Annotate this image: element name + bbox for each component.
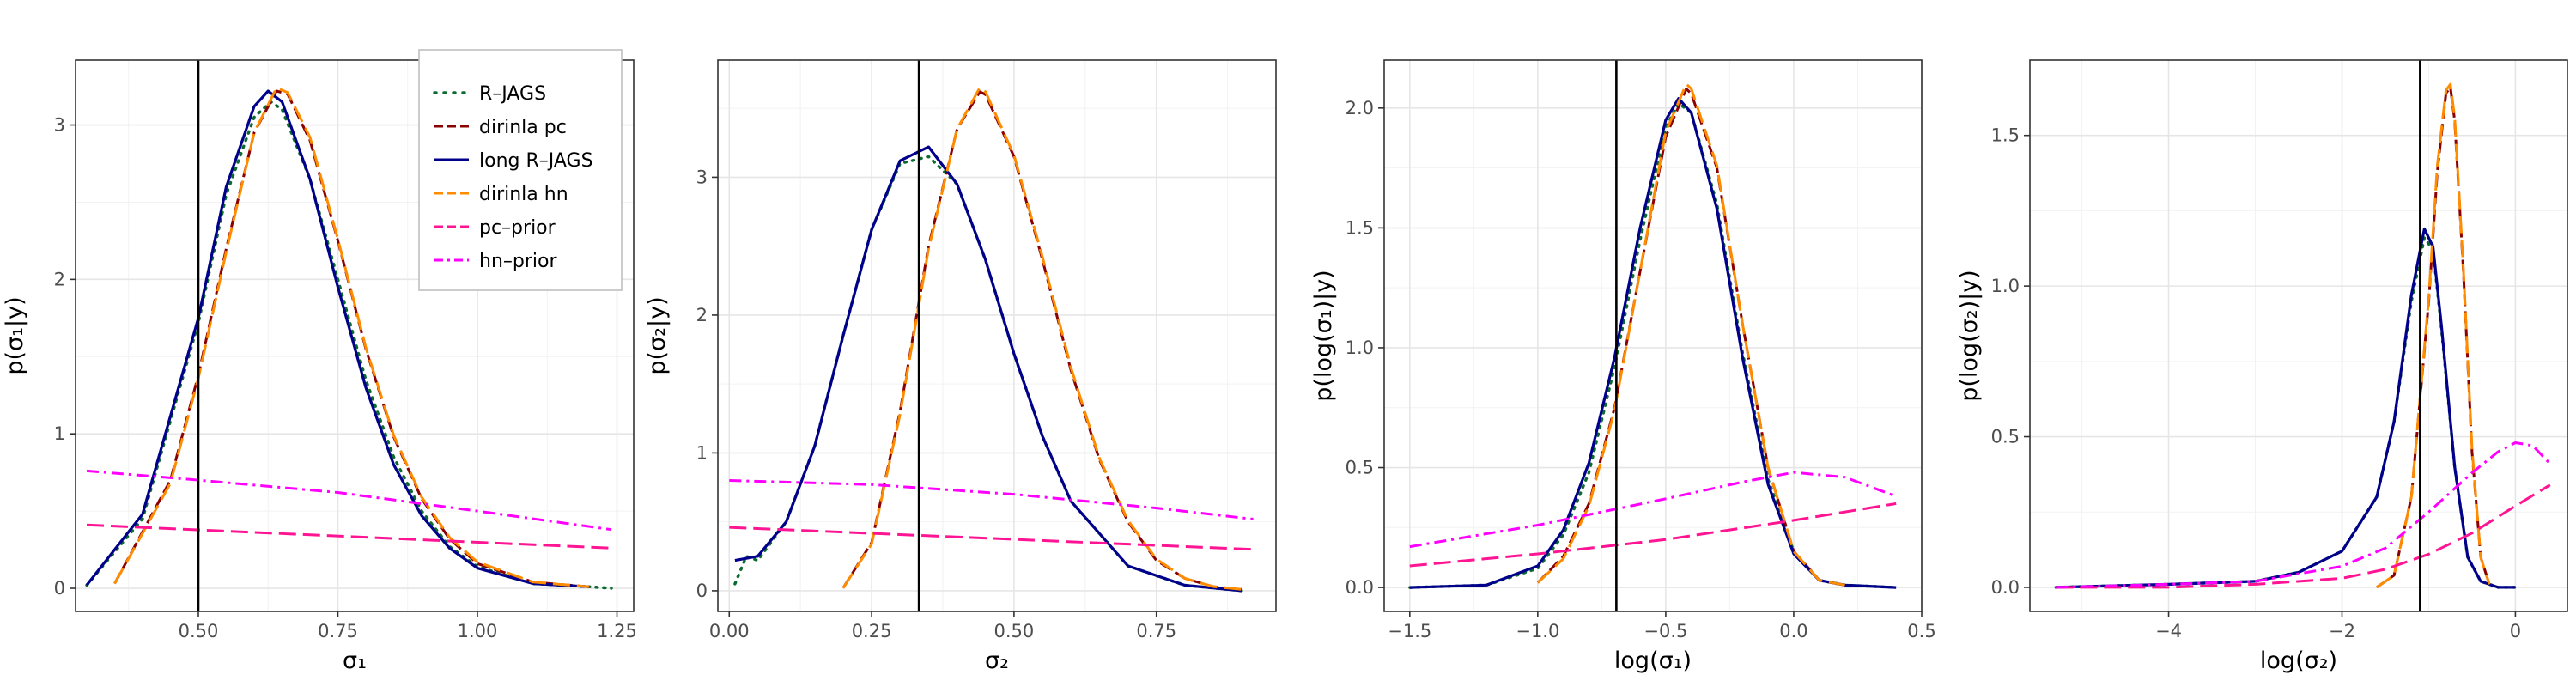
series-dirinla-pc xyxy=(841,90,1242,591)
series-dirinla-pc xyxy=(1536,88,1845,587)
plot-frame xyxy=(1383,59,1923,612)
legend-label-pc-prior: pc–prior xyxy=(479,217,556,239)
series-hn-prior xyxy=(86,469,612,532)
y-tick-label: 1.5 xyxy=(1991,125,2020,146)
y-tick-label: 0 xyxy=(54,578,65,599)
panel-4: −4 −2 0 0.0 0.5 1.0 1.5 log(σ₂) p(log(σ₂)|y) xyxy=(1956,59,2568,674)
x-axis-label: σ₁ xyxy=(343,647,367,674)
y-tick-label: 0.0 xyxy=(1346,577,1374,598)
series-pc-prior xyxy=(2056,483,2551,589)
legend-label-dirinla-pc: dirinla pc xyxy=(479,117,567,138)
x-tick-label: 0 xyxy=(2510,621,2521,641)
y-tick-label: 1.0 xyxy=(1991,276,2020,296)
x-tick-label: −1.5 xyxy=(1388,621,1431,641)
legend: R–JAGS dirinla pc long R–JAGS dirinla hn pc–… xyxy=(418,49,623,291)
series-long-r-jags xyxy=(2056,227,2516,589)
series-hn-prior xyxy=(729,479,1254,520)
x-tick-label: 0.0 xyxy=(1779,621,1807,641)
x-tick-label: 0.75 xyxy=(1136,621,1176,641)
series-dirinla-hn xyxy=(1536,82,1845,587)
y-tick-label: 1 xyxy=(696,442,708,463)
y-tick-label: 0.5 xyxy=(1991,427,2020,447)
y-axis-label: p(σ₂|y) xyxy=(644,296,671,374)
x-tick-label: 0.75 xyxy=(318,621,358,641)
legend-label-r-jags: R–JAGS xyxy=(479,83,546,105)
y-tick-label: 2.0 xyxy=(1346,98,1374,119)
x-tick-label: −4 xyxy=(2155,621,2182,641)
series-long-r-jags xyxy=(1409,97,1897,589)
x-tick-label: 0.00 xyxy=(709,621,750,641)
x-axis-label: log(σ₂) xyxy=(2260,647,2337,674)
y-axis-label: p(σ₁|y) xyxy=(2,296,28,374)
y-tick-label: 0.0 xyxy=(1991,577,2020,598)
x-tick-label: −2 xyxy=(2329,621,2355,641)
legend-label-long-r-jags: long R–JAGS xyxy=(479,150,593,172)
panel-3: −1.5 −1.0 −0.5 0.0 0.5 0.0 0.5 1.0 1.5 2.0 log(σ₁)… xyxy=(1310,59,1936,674)
series-pc-prior xyxy=(729,526,1254,551)
y-tick-label: 1 xyxy=(54,423,65,444)
x-tick-label: −0.5 xyxy=(1643,621,1687,641)
y-tick-label: 3 xyxy=(54,115,65,136)
plot-frame xyxy=(717,59,1277,612)
y-tick-label: 2 xyxy=(54,269,65,289)
series-pc-prior xyxy=(1409,502,1897,568)
y-tick-label: 3 xyxy=(696,167,708,187)
y-tick-label: 0 xyxy=(696,581,708,601)
x-tick-label: 0.25 xyxy=(852,621,892,641)
y-tick-label: 1.5 xyxy=(1346,217,1374,238)
plot-frame xyxy=(75,59,635,612)
x-axis-label: σ₂ xyxy=(985,647,1009,674)
x-tick-label: 0.50 xyxy=(994,621,1035,641)
series-long-r-jags xyxy=(85,89,590,588)
y-tick-label: 0.5 xyxy=(1346,458,1374,478)
series-hn-prior xyxy=(1409,471,1897,549)
y-axis-label: p(log(σ₂)|y) xyxy=(1956,270,1983,401)
y-tick-label: 1.0 xyxy=(1346,337,1374,358)
y-tick-label: 2 xyxy=(696,305,708,325)
series-dirinla-hn xyxy=(2376,82,2491,589)
series-dirinla-hn xyxy=(841,86,1242,591)
plot-frame xyxy=(2029,59,2568,612)
series-pc-prior xyxy=(86,523,612,550)
series-dirinla-hn xyxy=(113,86,590,588)
legend-label-hn-prior: hn–prior xyxy=(479,251,557,272)
x-tick-label: 1.25 xyxy=(597,621,637,641)
x-tick-label: −1.0 xyxy=(1516,621,1559,641)
series-long-r-jags xyxy=(734,145,1242,593)
legend-label-dirinla-hn: dirinla hn xyxy=(479,184,568,205)
x-tick-label: 0.50 xyxy=(179,621,219,641)
panel-2: 0.00 0.25 0.50 0.75 0 1 2 3 σ₂ p(σ₂|y) xyxy=(644,59,1277,674)
y-axis-label: p(log(σ₁)|y) xyxy=(1310,270,1337,401)
legend-box xyxy=(418,49,623,291)
series-r-jags xyxy=(2054,236,2518,589)
series-r-jags xyxy=(733,155,1243,593)
x-tick-label: 0.5 xyxy=(1907,621,1935,641)
x-axis-label: log(σ₁) xyxy=(1614,647,1692,674)
x-tick-label: 1.00 xyxy=(458,621,498,641)
series-hn-prior xyxy=(2056,441,2551,589)
series-dirinla-pc xyxy=(113,89,590,588)
